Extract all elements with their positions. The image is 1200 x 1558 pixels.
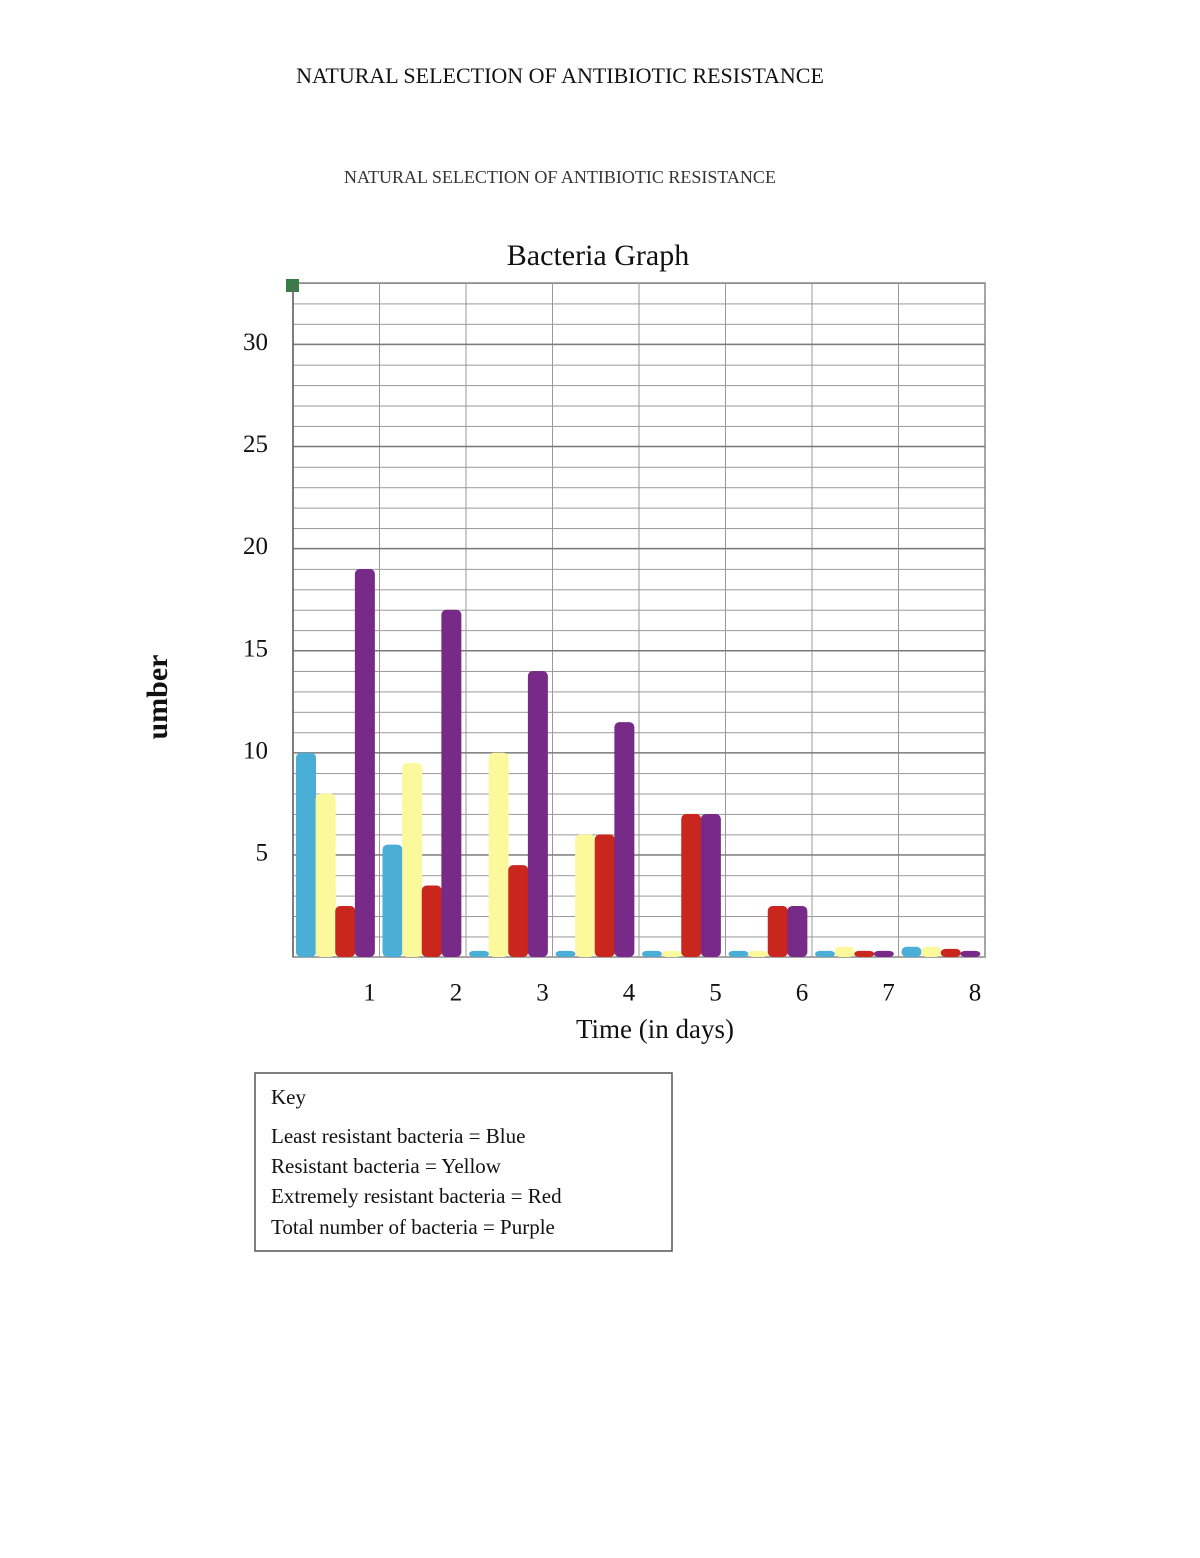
key-title: Key <box>271 1085 306 1109</box>
y-tick-label: 10 <box>243 737 268 764</box>
bar <box>441 609 462 957</box>
key-item: Total number of bacteria = Purple <box>271 1215 555 1239</box>
x-tick-label: 5 <box>709 980 722 1007</box>
bar <box>854 950 875 957</box>
bar <box>555 950 576 957</box>
bar <box>402 762 423 957</box>
bar <box>469 950 489 957</box>
y-tick-label: 25 <box>243 431 268 458</box>
bar <box>296 752 316 957</box>
bar <box>594 834 615 957</box>
key-item: Resistant bacteria = Yellow <box>271 1154 502 1178</box>
bar <box>960 950 981 957</box>
bar <box>527 671 548 957</box>
x-tick-label: 8 <box>969 980 982 1007</box>
key-item: Least resistant bacteria = Blue <box>271 1124 525 1148</box>
y-tick-label: 30 <box>243 329 268 356</box>
bar <box>354 568 375 957</box>
y-tick-label: 20 <box>243 533 268 560</box>
bar <box>575 834 596 957</box>
x-axis-label: Time (in days) <box>576 1014 734 1044</box>
bar <box>767 905 788 957</box>
x-tick-label: 1 <box>363 980 376 1007</box>
bar <box>642 950 662 957</box>
chart-title: Bacteria Graph <box>507 239 689 272</box>
page-title: NATURAL SELECTION OF ANTIBIOTIC RESISTAN… <box>296 63 824 88</box>
key-border <box>254 1072 673 1252</box>
bar <box>748 950 769 957</box>
bar <box>315 793 336 957</box>
bar <box>421 885 442 957</box>
bar <box>901 946 922 957</box>
bar <box>728 950 749 957</box>
bar <box>815 950 835 957</box>
x-tick-label: 6 <box>796 980 809 1007</box>
bar <box>614 722 635 957</box>
x-tick-label: 4 <box>623 980 636 1007</box>
bar <box>921 946 942 957</box>
bar <box>488 752 509 957</box>
y-axis-label: umber <box>141 655 174 740</box>
y-tick-label: 15 <box>243 635 268 662</box>
bar <box>335 905 356 957</box>
y-tick-label: 5 <box>256 840 269 867</box>
bar <box>873 950 894 957</box>
x-tick-label: 7 <box>882 980 895 1007</box>
bar <box>787 905 808 957</box>
bar <box>681 814 702 957</box>
bar <box>382 844 403 957</box>
bar <box>508 865 529 957</box>
x-tick-label: 2 <box>450 980 463 1007</box>
x-tick-label: 3 <box>536 980 549 1007</box>
chart-subtitle: NATURAL SELECTION OF ANTIBIOTIC RESISTAN… <box>344 167 776 187</box>
bar <box>940 948 961 957</box>
bar <box>661 950 682 957</box>
key-box: Key Least resistant bacteria = Blue Resi… <box>254 1072 673 1252</box>
key-item: Extremely resistant bacteria = Red <box>271 1184 562 1208</box>
bar <box>700 814 721 957</box>
bar <box>834 946 855 957</box>
